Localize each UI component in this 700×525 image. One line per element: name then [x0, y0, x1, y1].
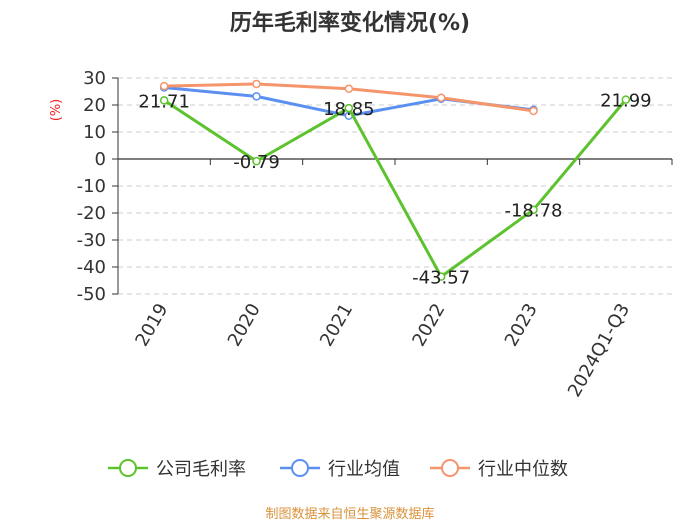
data-label: 18.85: [323, 99, 375, 120]
y-axis-unit-label: (%): [49, 99, 64, 122]
legend-swatch-marker: [119, 459, 137, 477]
x-tick-label: 2023: [501, 300, 542, 350]
y-tick-label: 30: [83, 68, 106, 89]
data-point: [252, 92, 261, 101]
data-point: [436, 93, 446, 102]
data-label: 21.99: [600, 91, 652, 112]
series-layer: [159, 79, 631, 281]
legend[interactable]: 公司毛利率 行业均值 行业中位数: [108, 459, 568, 480]
y-tick-label: -20: [77, 203, 106, 224]
data-label: -43.57: [412, 268, 470, 289]
y-tick-label: -50: [77, 284, 106, 305]
chart-title: 历年毛利率变化情况(%): [230, 10, 470, 36]
data-point: [529, 106, 538, 116]
data-labels: 21.71 -0.79 18.85 -43.57 -18.78 21.99: [138, 91, 651, 289]
x-tick-label: 2020: [224, 300, 265, 350]
legend-swatch-marker: [291, 459, 309, 477]
data-label: -0.79: [233, 152, 280, 173]
data-point: [252, 79, 261, 89]
source-note: 制图数据来自恒生聚源数据库: [265, 506, 434, 522]
y-tick-label: 0: [95, 149, 106, 170]
data-point: [159, 81, 169, 91]
y-tick-label: -30: [77, 230, 106, 251]
legend-item[interactable]: 行业中位数: [430, 459, 568, 480]
data-point: [344, 84, 354, 94]
legend-label: 行业均值: [328, 459, 400, 480]
legend-item[interactable]: 公司毛利率: [108, 459, 246, 480]
data-label: -18.78: [504, 201, 562, 222]
grid-lines: [118, 77, 672, 295]
x-tick-label: 2021: [316, 300, 357, 350]
x-tick-label: 2019: [131, 300, 172, 350]
legend-item[interactable]: 行业均值: [280, 459, 400, 480]
data-point: [159, 96, 169, 105]
legend-label: 公司毛利率: [156, 459, 246, 480]
y-tick-label: 10: [83, 122, 106, 143]
data-point: [529, 205, 538, 214]
x-tick-label: 2024Q1-Q3: [564, 300, 634, 401]
series-line: [163, 98, 627, 279]
legend-swatch-marker: [441, 459, 459, 477]
data-point: [436, 272, 446, 281]
x-tick-label: 2022: [408, 300, 449, 350]
data-label: 21.71: [138, 91, 190, 112]
legend-label: 行业中位数: [478, 459, 568, 480]
data-point: [344, 103, 354, 113]
data-point: [252, 156, 261, 166]
y-tick-label: -40: [77, 257, 106, 278]
y-tick-label: -10: [77, 176, 106, 197]
data-point: [621, 95, 631, 104]
y-tick-label: 20: [83, 95, 106, 116]
